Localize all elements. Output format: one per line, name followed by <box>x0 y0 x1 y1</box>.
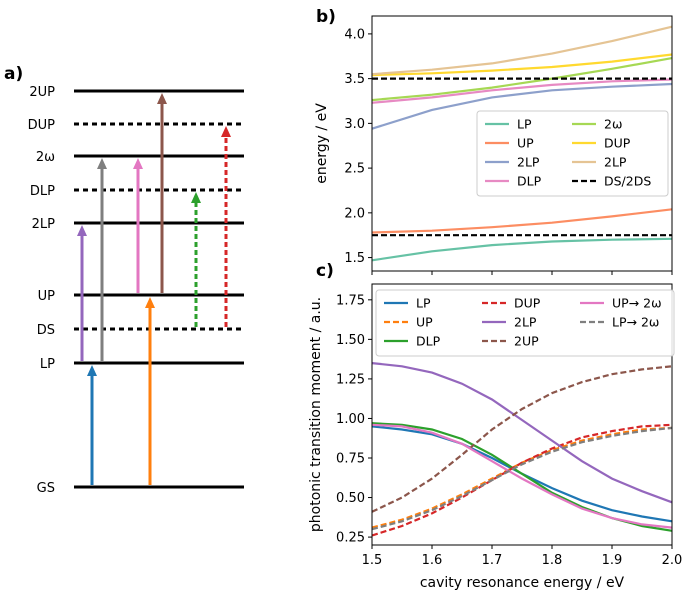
series-line-2-4 <box>371 57 673 102</box>
y-tick-label: 1.50 <box>336 333 365 348</box>
series-line-2lp-4 <box>371 362 673 504</box>
transition-arrowhead <box>97 158 107 169</box>
y-tick-label: 4.0 <box>344 27 365 42</box>
y-tick-label: 1.00 <box>336 412 365 427</box>
legend: LP UP DLP DUP 2LP 2UP UP→ 2ω LP→ 2ω <box>375 289 675 357</box>
transition-arrow-lp-to-2lp <box>77 225 87 361</box>
legend-label-2lp: 2LP <box>517 155 540 170</box>
transition-arrowhead <box>77 225 87 236</box>
y-axis-label: energy / eV <box>314 103 330 184</box>
legend-label-dup: DUP <box>604 136 631 151</box>
legend-label-2lp: 2LP <box>604 155 627 170</box>
level-label-gs: GS <box>37 481 55 496</box>
x-tick-label: 1.7 <box>482 553 503 568</box>
transition-arrowhead <box>87 365 97 376</box>
series-line-dup-5 <box>371 53 673 77</box>
legend-box <box>375 289 675 357</box>
y-tick-label: 0.25 <box>336 531 365 546</box>
level-label-2: 2ω <box>36 150 55 165</box>
x-tick-label: 1.6 <box>422 553 443 568</box>
legend-label-2lp: 2LP <box>514 315 537 330</box>
legend-label-lp-2: LP→ 2ω <box>612 315 659 330</box>
legend-label-2: 2ω <box>604 117 622 132</box>
transition-arrow-lp-to-2 <box>97 158 107 361</box>
series-line-2lp-6 <box>371 25 673 76</box>
y-tick-label: 1.25 <box>336 372 365 387</box>
y-tick-label: 2.5 <box>344 162 365 177</box>
series-line-up-1 <box>371 208 673 234</box>
transition-arrow-gs-to-lp <box>87 365 97 485</box>
panel-b-label: b) <box>316 7 336 27</box>
legend-label-ds-2ds: DS/2DS <box>604 174 651 189</box>
transition-arrow-ds-to-dlp <box>191 192 201 327</box>
y-tick-label: 0.50 <box>336 491 365 506</box>
y-tick-label: 3.0 <box>344 117 365 132</box>
y-axis-label: photonic transition moment / a.u. <box>308 297 324 532</box>
x-tick-label: 1.8 <box>542 553 563 568</box>
series-line-dlp-3 <box>371 78 673 104</box>
series-line-lp-0 <box>371 237 673 262</box>
x-tick-label: 1.5 <box>362 553 383 568</box>
panel-a-label: a) <box>4 64 23 84</box>
transition-arrowhead <box>133 158 143 169</box>
transition-arrow-ds-to-dup <box>221 126 231 327</box>
series-line-lp-2-7 <box>371 426 673 531</box>
y-tick-label: 1.75 <box>336 293 365 308</box>
level-label-dup: DUP <box>28 118 56 133</box>
energy-plot: 1.5 2.0 2.5 3.0 3.5 4.0 energy / eV LP UP 2LP DLP 2… <box>314 15 673 275</box>
legend-label-lp: LP <box>416 296 431 311</box>
transition-arrowhead <box>157 93 167 104</box>
x-tick-label: 2.0 <box>662 553 683 568</box>
level-label-2up: 2UP <box>29 85 55 100</box>
legend-label-up: UP <box>517 136 534 151</box>
legend-label-dlp: DLP <box>416 334 441 349</box>
y-tick-label: 0.75 <box>336 452 365 467</box>
transition-arrowhead <box>145 297 155 308</box>
legend-label-up-2: UP→ 2ω <box>612 296 662 311</box>
legend-label-dlp: DLP <box>517 174 542 189</box>
series-line-up-2-6 <box>371 423 673 529</box>
y-tick-label: 2.0 <box>344 206 365 221</box>
legend-label-2up: 2UP <box>514 334 539 349</box>
x-axis-label: cavity resonance energy / eV <box>420 575 625 591</box>
level-label-2lp: 2LP <box>32 217 56 232</box>
plot-frame <box>371 283 673 546</box>
x-tick-label: 1.9 <box>602 553 623 568</box>
level-label-lp: LP <box>40 357 55 372</box>
level-label-dlp: DLP <box>30 184 55 199</box>
transition-arrowhead <box>221 126 231 137</box>
plot-frame <box>371 15 673 272</box>
legend-label-dup: DUP <box>514 296 541 311</box>
legend-label-up: UP <box>416 315 433 330</box>
legend: LP UP 2LP DLP 2ω DUP 2LP DS/2DS <box>476 110 669 197</box>
transition-arrowhead <box>191 192 201 203</box>
level-label-up: UP <box>38 289 56 304</box>
energy-level-diagram: 2UP DUP 2ω DLP 2LP UP DS LP GS <box>28 85 244 496</box>
transition-arrow-up-to-2up <box>157 93 167 293</box>
y-tick-label: 3.5 <box>344 72 365 87</box>
series-line-2up-5 <box>371 365 673 513</box>
transition-moment-plot: 0.25 0.50 0.75 1.00 1.25 1.50 1.75 1.5 1.6 1.7 1.8… <box>308 283 683 591</box>
legend-box <box>476 110 669 197</box>
level-label-ds: DS <box>37 323 55 338</box>
series-line-dup-3 <box>371 423 673 537</box>
panel-c-label: c) <box>316 261 334 281</box>
transition-arrow-gs-to-up <box>145 297 155 485</box>
legend-label-lp: LP <box>517 117 532 132</box>
series-line-2lp-2 <box>371 82 673 130</box>
transition-arrow-up-to-2 <box>133 158 143 293</box>
y-tick-label: 1.5 <box>344 251 365 266</box>
